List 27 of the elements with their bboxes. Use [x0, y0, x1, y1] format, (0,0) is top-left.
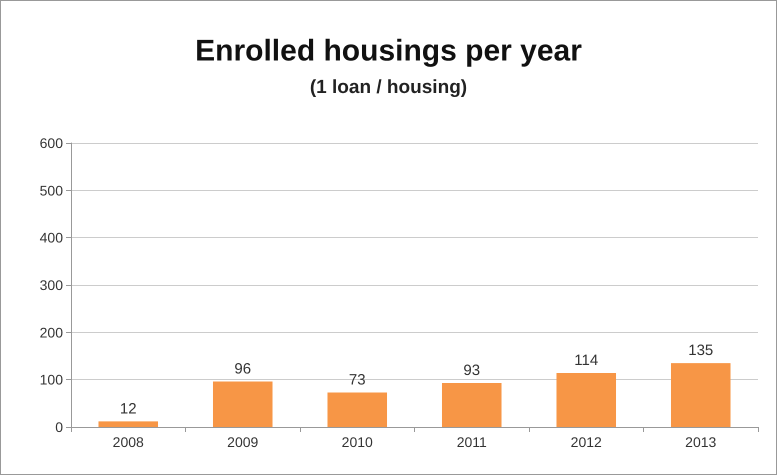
- bar: [212, 382, 273, 427]
- bar: [327, 392, 388, 427]
- y-tick-label: 500: [40, 182, 64, 198]
- x-tick-label: 2012: [570, 434, 602, 450]
- data-label: 12: [120, 400, 137, 418]
- bar: [556, 373, 616, 427]
- chart-title: Enrolled housings per year: [195, 34, 582, 68]
- data-label: 73: [348, 371, 366, 388]
- x-tick-label: 2011: [456, 434, 488, 450]
- data-label: 96: [234, 360, 252, 378]
- y-tick-label: 100: [40, 372, 64, 388]
- chart-subtitle: (1 loan / housing): [310, 77, 468, 98]
- y-tick-label: 400: [40, 230, 64, 246]
- y-tick-label: 0: [55, 419, 64, 435]
- bar: [670, 363, 731, 427]
- bar: [98, 421, 158, 427]
- x-tick-label: 2008: [112, 434, 144, 450]
- x-tick-label: 2010: [342, 434, 374, 450]
- x-tick-label: 2013: [685, 434, 717, 450]
- y-tick-label: 300: [40, 277, 64, 293]
- data-label: 135: [688, 342, 714, 360]
- data-label: 114: [574, 352, 598, 370]
- bar: [442, 382, 502, 427]
- y-tick-label: 200: [40, 324, 64, 340]
- data-label: 93: [463, 362, 480, 379]
- y-tick-label: 600: [40, 135, 64, 151]
- x-tick-label: 2009: [227, 434, 259, 450]
